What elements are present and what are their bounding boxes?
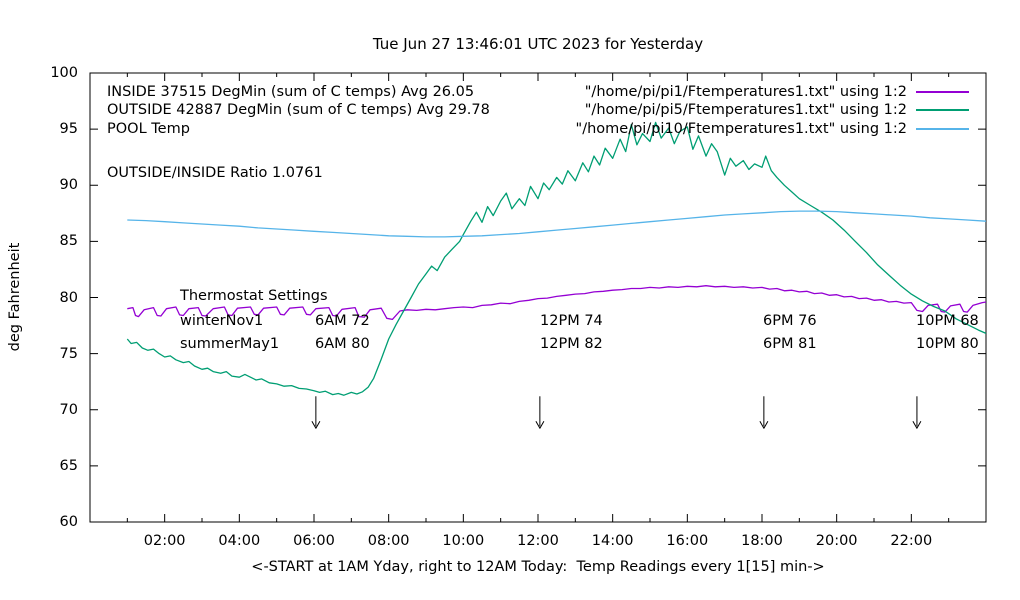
- thermostat-summer-6am: 6AM 80: [315, 336, 370, 352]
- legend-label-inside: INSIDE 37515 DegMin (sum of C temps) Avg…: [107, 84, 475, 100]
- thermostat-arrow-head: [311, 421, 321, 429]
- legend-source-outside: "/home/pi/pi5/Ftemperatures1.txt" using …: [584, 102, 907, 118]
- thermostat-winter-12pm: 12PM 74: [540, 313, 603, 329]
- thermostat-winter-6am: 6AM 72: [315, 313, 370, 329]
- y-tick-label: 70: [59, 401, 78, 418]
- x-tick-label: 08:00: [367, 533, 410, 549]
- x-axis-label: <-START at 1AM Yday, right to 12AM Today…: [251, 559, 825, 575]
- y-tick-label: 90: [59, 177, 78, 194]
- y-tick-label: 85: [59, 233, 78, 250]
- legend-swatch-outside: [916, 109, 969, 111]
- thermostat-arrow-head: [535, 421, 545, 429]
- series-line-inside: [127, 285, 987, 321]
- y-tick-label: 75: [59, 345, 78, 362]
- x-tick-label: 02:00: [143, 533, 186, 549]
- thermostat-winter-10pm: 10PM 68: [916, 313, 979, 329]
- thermostat-summer-10pm: 10PM 80: [916, 336, 979, 352]
- legend-source-inside: "/home/pi/pi1/Ftemperatures1.txt" using …: [584, 84, 907, 100]
- outside-inside-ratio-text: OUTSIDE/INSIDE Ratio 1.0761: [107, 165, 323, 181]
- thermostat-row-winter-name: winterNov1: [180, 313, 264, 329]
- x-tick-label: 06:00: [293, 533, 335, 549]
- x-tick-label: 14:00: [591, 533, 634, 549]
- x-tick-label: 10:00: [442, 533, 485, 549]
- legend-swatch-inside: [916, 91, 969, 93]
- series-line-pool: [127, 210, 987, 238]
- legend-swatch-pool: [916, 128, 969, 130]
- y-tick-label: 100: [50, 65, 78, 81]
- x-tick-label: 04:00: [218, 533, 261, 549]
- thermostat-summer-12pm: 12PM 82: [540, 336, 603, 352]
- y-tick-label: 60: [59, 514, 78, 530]
- thermostat-summer-6pm: 6PM 81: [763, 336, 817, 352]
- x-tick-label: 18:00: [741, 533, 783, 549]
- x-tick-label: 22:00: [890, 533, 933, 549]
- thermostat-row-summer-name: summerMay1: [180, 336, 280, 352]
- series-line-outside: [126, 121, 987, 396]
- thermostat-arrow-head: [759, 421, 769, 429]
- legend-source-pool: "/home/pi/pi10/Ftemperatures1.txt" using…: [575, 121, 907, 137]
- chart-title: Tue Jun 27 13:46:01 UTC 2023 for Yesterd…: [372, 35, 704, 53]
- y-tick-label: 95: [59, 121, 78, 138]
- thermostat-winter-6pm: 6PM 76: [763, 313, 817, 329]
- legend-label-outside: OUTSIDE 42887 DegMin (sum of C temps) Av…: [107, 102, 490, 118]
- thermostat-settings-heading: Thermostat Settings: [180, 288, 328, 304]
- y-tick-label: 65: [59, 457, 78, 474]
- x-tick-label: 16:00: [666, 533, 709, 549]
- thermostat-arrow-head: [912, 421, 922, 429]
- y-tick-label: 80: [59, 289, 78, 306]
- x-tick-label: 12:00: [517, 533, 559, 549]
- x-tick-label: 20:00: [815, 533, 858, 549]
- legend-label-pool: POOL Temp: [107, 121, 190, 137]
